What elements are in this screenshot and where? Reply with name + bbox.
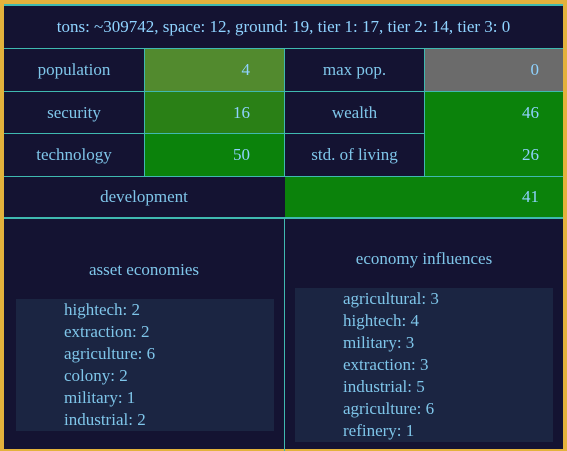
development-label: development [100, 187, 188, 206]
list-item: colony: 2 [64, 366, 128, 385]
divider [4, 176, 563, 177]
planet-economy-panel: tons: ~309742, space: 12, ground: 19, ti… [4, 4, 563, 451]
divider [284, 49, 285, 176]
divider [284, 219, 285, 451]
security-value: 16 [145, 92, 284, 133]
development-value: 41 [285, 177, 563, 217]
population-value: 4 [145, 49, 284, 91]
list-item: extraction: 3 [343, 355, 429, 374]
wealth-label: wealth [331, 102, 378, 122]
max-pop-value: 0 [425, 49, 563, 91]
divider [4, 48, 563, 49]
divider [4, 217, 563, 219]
list-item: industrial: 5 [343, 377, 425, 396]
list-item: military: 3 [343, 333, 415, 352]
list-item: hightech: 2 [64, 300, 141, 319]
wealth-value: 46 [425, 92, 563, 176]
list-item: agriculture: 6 [343, 399, 435, 418]
list-item: agricultural: 3 [343, 289, 439, 308]
population-label: population [37, 60, 111, 79]
std-of-living-label: std. of living [311, 145, 398, 164]
divider [4, 133, 424, 134]
economy-influences-list: agricultural: 3 hightech: 4 military: 3 … [295, 288, 553, 442]
divider [144, 49, 145, 176]
divider [424, 49, 425, 176]
economy-influences-title: economy influences [355, 249, 493, 268]
list-item: military: 1 [64, 388, 136, 407]
list-item: industrial: 2 [64, 410, 146, 429]
list-item: agriculture: 6 [64, 344, 156, 363]
asset-economies-title: asset economies [89, 260, 199, 279]
security-label: security [47, 102, 101, 122]
std-of-living-value: 26 [522, 145, 539, 164]
technology-value: 50 [145, 134, 284, 176]
list-item: hightech: 4 [343, 311, 420, 330]
summary-line: tons: ~309742, space: 12, ground: 19, ti… [56, 17, 511, 36]
asset-economies-list: hightech: 2 extraction: 2 agriculture: 6… [16, 299, 274, 431]
list-item: extraction: 2 [64, 322, 150, 341]
divider [4, 91, 563, 92]
max-pop-label: max pop. [322, 60, 387, 79]
list-item: refinery: 1 [343, 421, 415, 440]
technology-label: technology [36, 145, 112, 164]
